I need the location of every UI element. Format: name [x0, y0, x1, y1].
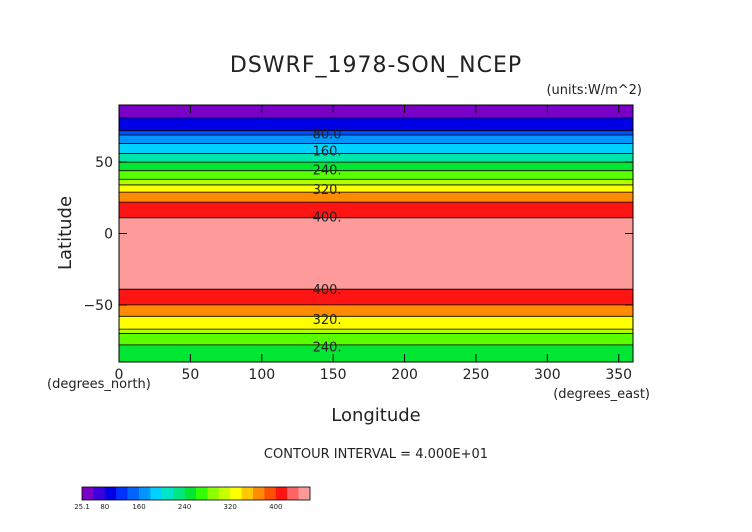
colorbar-swatch: [139, 487, 151, 500]
colorbar-tick-label: 240: [178, 503, 191, 511]
contour-label: 320.: [313, 183, 342, 198]
contour-lines: [119, 117, 633, 346]
shaded-band: [119, 117, 633, 131]
contour-label: 240.: [313, 163, 342, 178]
shaded-band: [119, 153, 633, 163]
contour-interval-note: CONTOUR INTERVAL = 4.000E+01: [264, 447, 488, 462]
colorbar-swatch: [275, 487, 288, 500]
x-tick-label: 0: [115, 367, 124, 383]
colorbar-swatch: [230, 487, 242, 500]
colorbar: 25.1 80 160 240 320 400: [74, 486, 311, 511]
chart-title: DSWRF_1978-SON_NCEP: [230, 53, 522, 78]
colorbar-swatch: [93, 487, 106, 500]
colorbar-tick-label: 25.1: [74, 503, 90, 511]
colorbar-swatch: [298, 487, 311, 500]
shaded-band: [119, 130, 633, 135]
y-tick-label: 50: [95, 155, 113, 171]
shaded-band: [119, 170, 633, 180]
shaded-band: [119, 192, 633, 203]
colorbar-swatch: [150, 487, 163, 500]
contour-label: 80.0: [313, 128, 342, 143]
colorbar-swatch: [173, 487, 185, 500]
contour-label: 320.: [313, 313, 342, 328]
shaded-band: [119, 143, 633, 154]
shaded-band: [119, 316, 633, 330]
colorbar-swatch: [207, 487, 220, 500]
x-tick-label: 250: [463, 367, 490, 383]
shaded-band: [119, 202, 633, 218]
x-tick-label: 300: [534, 367, 561, 383]
colorbar-swatch: [82, 487, 94, 500]
shaded-band: [119, 217, 633, 290]
colorbar-tick-label: 320: [224, 503, 237, 511]
colorbar-swatch: [104, 487, 117, 500]
contour-label: 160.: [313, 145, 342, 160]
contour-label: 400.: [313, 210, 342, 225]
colorbar-swatch: [184, 487, 197, 500]
shaded-band: [119, 289, 633, 305]
colorbar-tick-label: 80: [100, 503, 109, 511]
x-axis-label: Longitude: [331, 405, 421, 426]
shaded-band: [119, 333, 633, 345]
shaded-band: [119, 304, 633, 317]
contour-labels: 80.0 160. 240. 320. 400. 400. 320. 240.: [313, 128, 342, 356]
units-label: (units:W/m^2): [546, 83, 642, 98]
colorbar-swatch: [116, 487, 128, 500]
y-unit-label: (degrees_north): [47, 377, 151, 392]
colorbar-swatch: [253, 487, 265, 500]
x-tick-label: 350: [605, 367, 632, 383]
y-tick-label: −50: [83, 298, 113, 314]
colorbar-swatch: [287, 487, 299, 500]
colorbar-swatch: [218, 487, 231, 500]
x-unit-label: (degrees_east): [553, 387, 650, 402]
x-tick-label: 200: [391, 367, 418, 383]
x-axis-ticks: 0 50 100 150 200 250 300 350: [115, 105, 632, 383]
y-axis-label: Latitude: [55, 196, 76, 270]
colorbar-swatch: [264, 487, 277, 500]
colorbar-swatch: [127, 487, 140, 500]
shaded-band: [119, 162, 633, 171]
y-tick-label: 0: [104, 227, 113, 243]
colorbar-frame: [81, 486, 311, 501]
shaded-band: [119, 184, 633, 193]
shaded-band: [119, 134, 633, 144]
y-axis-ticks: −50 0 50: [83, 155, 633, 314]
x-tick-label: 50: [181, 367, 199, 383]
x-tick-label: 100: [248, 367, 275, 383]
colorbar-swatch: [241, 487, 254, 500]
shaded-bands: [119, 105, 633, 362]
colorbar-swatch: [196, 487, 208, 500]
contour-label: 400.: [313, 283, 342, 298]
shaded-band: [119, 329, 633, 334]
colorbar-tick-label: 400: [269, 503, 282, 511]
contour-label: 240.: [313, 340, 342, 355]
colorbar-tick-label: 160: [132, 503, 145, 511]
shaded-band: [119, 344, 633, 362]
shaded-band: [119, 179, 633, 185]
colorbar-swatch: [161, 487, 174, 500]
shaded-band: [119, 105, 633, 118]
x-tick-label: 150: [320, 367, 347, 383]
